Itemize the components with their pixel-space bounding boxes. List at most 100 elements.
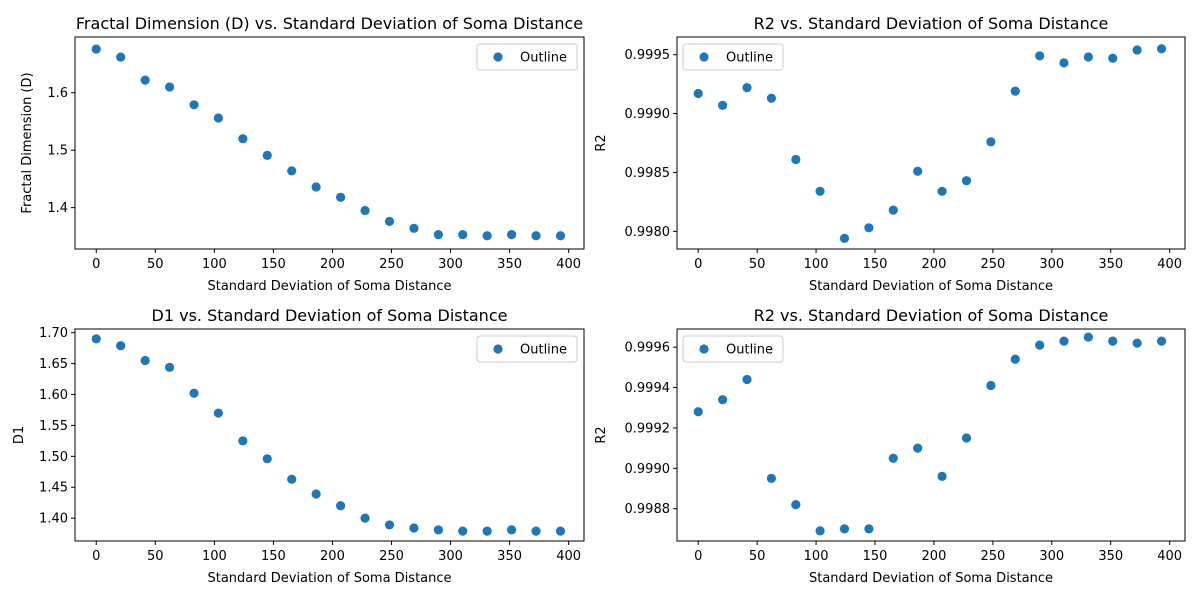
plot-area-frame bbox=[74, 328, 585, 542]
data-point bbox=[791, 154, 801, 165]
data-point bbox=[937, 186, 947, 196]
chart-panel-4: R2 vs. Standard Deviation of Soma Distan… bbox=[594, 306, 1186, 586]
x-axis-label: Standard Deviation of Soma Distance bbox=[809, 571, 1053, 586]
data-point bbox=[913, 166, 923, 176]
data-point bbox=[409, 223, 419, 233]
y-tick-label: 1.65 bbox=[39, 357, 68, 372]
data-point bbox=[360, 205, 370, 216]
data-point bbox=[913, 443, 923, 453]
x-tick-label: 200 bbox=[922, 549, 947, 564]
data-point bbox=[839, 524, 850, 534]
data-point bbox=[164, 82, 175, 92]
data-point bbox=[458, 526, 468, 536]
data-point bbox=[986, 380, 996, 391]
y-tick-label: 1.50 bbox=[39, 450, 68, 465]
data-point bbox=[409, 523, 419, 533]
data-point bbox=[718, 100, 728, 110]
data-point bbox=[1059, 58, 1069, 68]
y-tick-label: 1.45 bbox=[39, 481, 68, 496]
x-tick-label: 250 bbox=[379, 549, 404, 564]
data-point bbox=[839, 233, 850, 243]
data-point bbox=[116, 341, 126, 351]
data-point bbox=[718, 395, 728, 405]
data-point bbox=[531, 526, 541, 536]
chart-title: R2 vs. Standard Deviation of Soma Distan… bbox=[754, 14, 1109, 33]
data-point bbox=[766, 93, 777, 103]
data-point bbox=[189, 100, 199, 110]
y-tick-label: 0.9990 bbox=[625, 107, 671, 122]
x-tick-label: 50 bbox=[147, 257, 164, 272]
data-point bbox=[311, 182, 321, 192]
legend-marker bbox=[493, 52, 503, 62]
data-point bbox=[961, 433, 972, 443]
data-point bbox=[693, 407, 703, 417]
data-point bbox=[482, 231, 492, 241]
legend-marker bbox=[493, 344, 503, 354]
data-point bbox=[384, 520, 395, 530]
data-point bbox=[458, 230, 468, 240]
legend-marker bbox=[699, 52, 709, 62]
data-point bbox=[1083, 332, 1093, 342]
y-tick-label: 0.9980 bbox=[625, 225, 671, 240]
data-point bbox=[693, 88, 703, 99]
y-tick-label: 0.9990 bbox=[625, 462, 671, 477]
data-point bbox=[1132, 338, 1142, 348]
x-tick-label: 400 bbox=[556, 549, 581, 564]
data-point bbox=[815, 526, 825, 536]
data-point bbox=[213, 408, 223, 418]
data-point bbox=[1035, 51, 1045, 61]
data-point bbox=[961, 176, 972, 186]
y-tick-label: 1.70 bbox=[39, 326, 68, 341]
x-tick-label: 50 bbox=[147, 549, 164, 564]
x-tick-label: 150 bbox=[261, 549, 286, 564]
y-tick-label: 0.9995 bbox=[625, 48, 671, 63]
x-tick-label: 200 bbox=[320, 257, 345, 272]
data-point bbox=[864, 223, 874, 233]
data-point bbox=[336, 501, 346, 511]
data-point bbox=[888, 453, 898, 463]
data-point bbox=[336, 192, 346, 202]
legend-label: Outline bbox=[726, 51, 773, 66]
data-point bbox=[140, 355, 150, 366]
plot-area-frame bbox=[676, 328, 1186, 542]
data-point bbox=[531, 231, 541, 241]
x-axis-label: Standard Deviation of Soma Distance bbox=[207, 279, 451, 294]
chart-panel-1: Fractal Dimension (D) vs. Standard Devia… bbox=[20, 14, 585, 294]
y-tick-label: 1.4 bbox=[47, 201, 68, 216]
legend-label: Outline bbox=[726, 343, 773, 358]
data-point bbox=[189, 388, 199, 398]
data-point bbox=[433, 230, 443, 240]
legend-marker bbox=[699, 344, 709, 354]
x-tick-label: 50 bbox=[749, 549, 766, 564]
data-point bbox=[937, 471, 947, 481]
data-point bbox=[482, 526, 492, 536]
x-tick-label: 0 bbox=[92, 257, 100, 272]
data-point bbox=[507, 230, 517, 240]
data-point bbox=[262, 454, 272, 464]
x-tick-label: 100 bbox=[804, 257, 829, 272]
chart-panel-2: R2 vs. Standard Deviation of Soma Distan… bbox=[594, 14, 1186, 294]
x-tick-label: 150 bbox=[863, 549, 888, 564]
data-point bbox=[1108, 53, 1118, 63]
data-point bbox=[384, 216, 395, 227]
data-point bbox=[116, 52, 126, 62]
x-tick-label: 350 bbox=[1098, 549, 1123, 564]
y-tick-label: 0.9994 bbox=[625, 381, 671, 396]
data-point bbox=[1059, 336, 1069, 346]
x-tick-label: 100 bbox=[202, 257, 227, 272]
x-tick-label: 350 bbox=[1098, 257, 1123, 272]
data-point bbox=[91, 334, 101, 344]
y-tick-label: 1.60 bbox=[39, 388, 68, 403]
x-tick-label: 100 bbox=[202, 549, 227, 564]
chart-title: Fractal Dimension (D) vs. Standard Devia… bbox=[76, 14, 583, 33]
data-point bbox=[287, 166, 297, 176]
data-point bbox=[164, 362, 175, 372]
y-axis-label: D1 bbox=[12, 426, 27, 444]
x-tick-label: 50 bbox=[749, 257, 766, 272]
data-point bbox=[287, 474, 297, 484]
y-tick-label: 0.9996 bbox=[625, 341, 671, 356]
y-axis-label: R2 bbox=[594, 134, 609, 151]
x-tick-label: 300 bbox=[1039, 257, 1064, 272]
data-point bbox=[1156, 336, 1167, 346]
